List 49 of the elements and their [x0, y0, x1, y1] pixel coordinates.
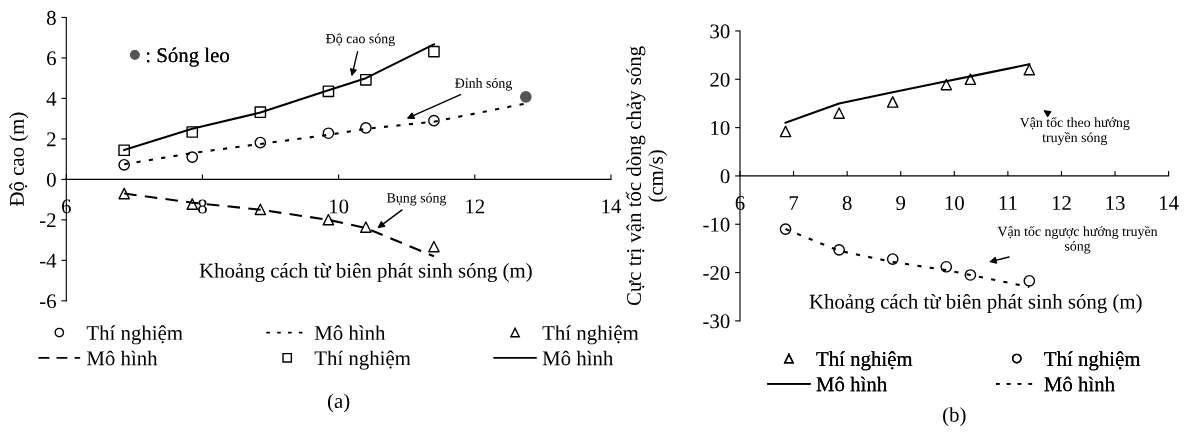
y-tick-label: -4 [40, 253, 57, 268]
x-axis-title: Khoảng cách từ biên phát sinh sóng (m) [199, 263, 532, 282]
y-axis-title: Độ cao (m) [9, 112, 29, 207]
y-tick-label: 2 [47, 132, 56, 147]
x-tick-label: 7 [789, 196, 799, 210]
x-tick-label: 12 [466, 199, 485, 214]
legend-label: Thí nghiệm [542, 325, 639, 345]
legend-label: : Sóng leo [146, 47, 229, 67]
y-tick-label: -10 [703, 217, 730, 232]
x-tick-label: 14 [1160, 196, 1179, 210]
y-tick-label: 8 [46, 10, 56, 25]
x-tick-label: 10 [945, 195, 964, 211]
x-tick-label: 9 [896, 196, 906, 211]
x-tick-label: 12 [1052, 196, 1071, 210]
y-tick-label: -30 [703, 314, 730, 329]
text: (b) [943, 407, 966, 427]
x-tick-label: 11 [999, 196, 1017, 210]
legend-label: Mô hình [816, 376, 887, 392]
x-axis-title: Khoảng cách từ biên phát sinh sóng (m) [809, 294, 1142, 313]
text: (a) [327, 393, 350, 413]
y-tick-label: 10 [711, 120, 730, 136]
x-tick-label: 10 [330, 199, 349, 214]
legend-label: Thí nghiệm [1044, 351, 1141, 371]
legend-label: Mô hình [86, 350, 158, 366]
y-axis-title: Cực trị vận tốc dòng chảy sóng (cm/s) [625, 46, 668, 306]
legend-label: Mô hình [1044, 376, 1115, 392]
annotation: Đỉnh sóng [455, 78, 512, 91]
y-tick-label: -6 [40, 294, 56, 309]
legend-label: Thí nghiệm [314, 350, 411, 370]
annotation: Vận tốc theo hướng truyền sóng [1019, 116, 1130, 146]
y-tick-label: 20 [710, 72, 730, 87]
y-tick-label: 0 [46, 172, 56, 187]
legend-label: Thí nghiệm [86, 325, 183, 345]
annotation: Vận tốc ngược hướng truyền sóng [997, 225, 1158, 254]
y-tick-label: 30 [710, 24, 730, 39]
x-tick-label: 13 [1106, 196, 1125, 211]
y-tick-label: 6 [47, 51, 56, 66]
x-tick-label: 14 [602, 199, 622, 214]
legend-label: Mô hình [314, 325, 386, 341]
x-tick-label: 8 [842, 195, 852, 211]
annotation: Độ cao sóng [326, 33, 395, 47]
x-tick-label: 8 [198, 199, 207, 214]
y-tick-label: 4 [46, 91, 57, 106]
legend-label: Thí nghiệm [816, 351, 913, 371]
legend-label: Mô hình [542, 350, 614, 366]
y-tick-label: -20 [703, 265, 730, 281]
y-tick-label: 0 [720, 169, 730, 184]
y-tick-label: -2 [40, 213, 56, 228]
annotation: Bụng sóng [387, 192, 447, 206]
